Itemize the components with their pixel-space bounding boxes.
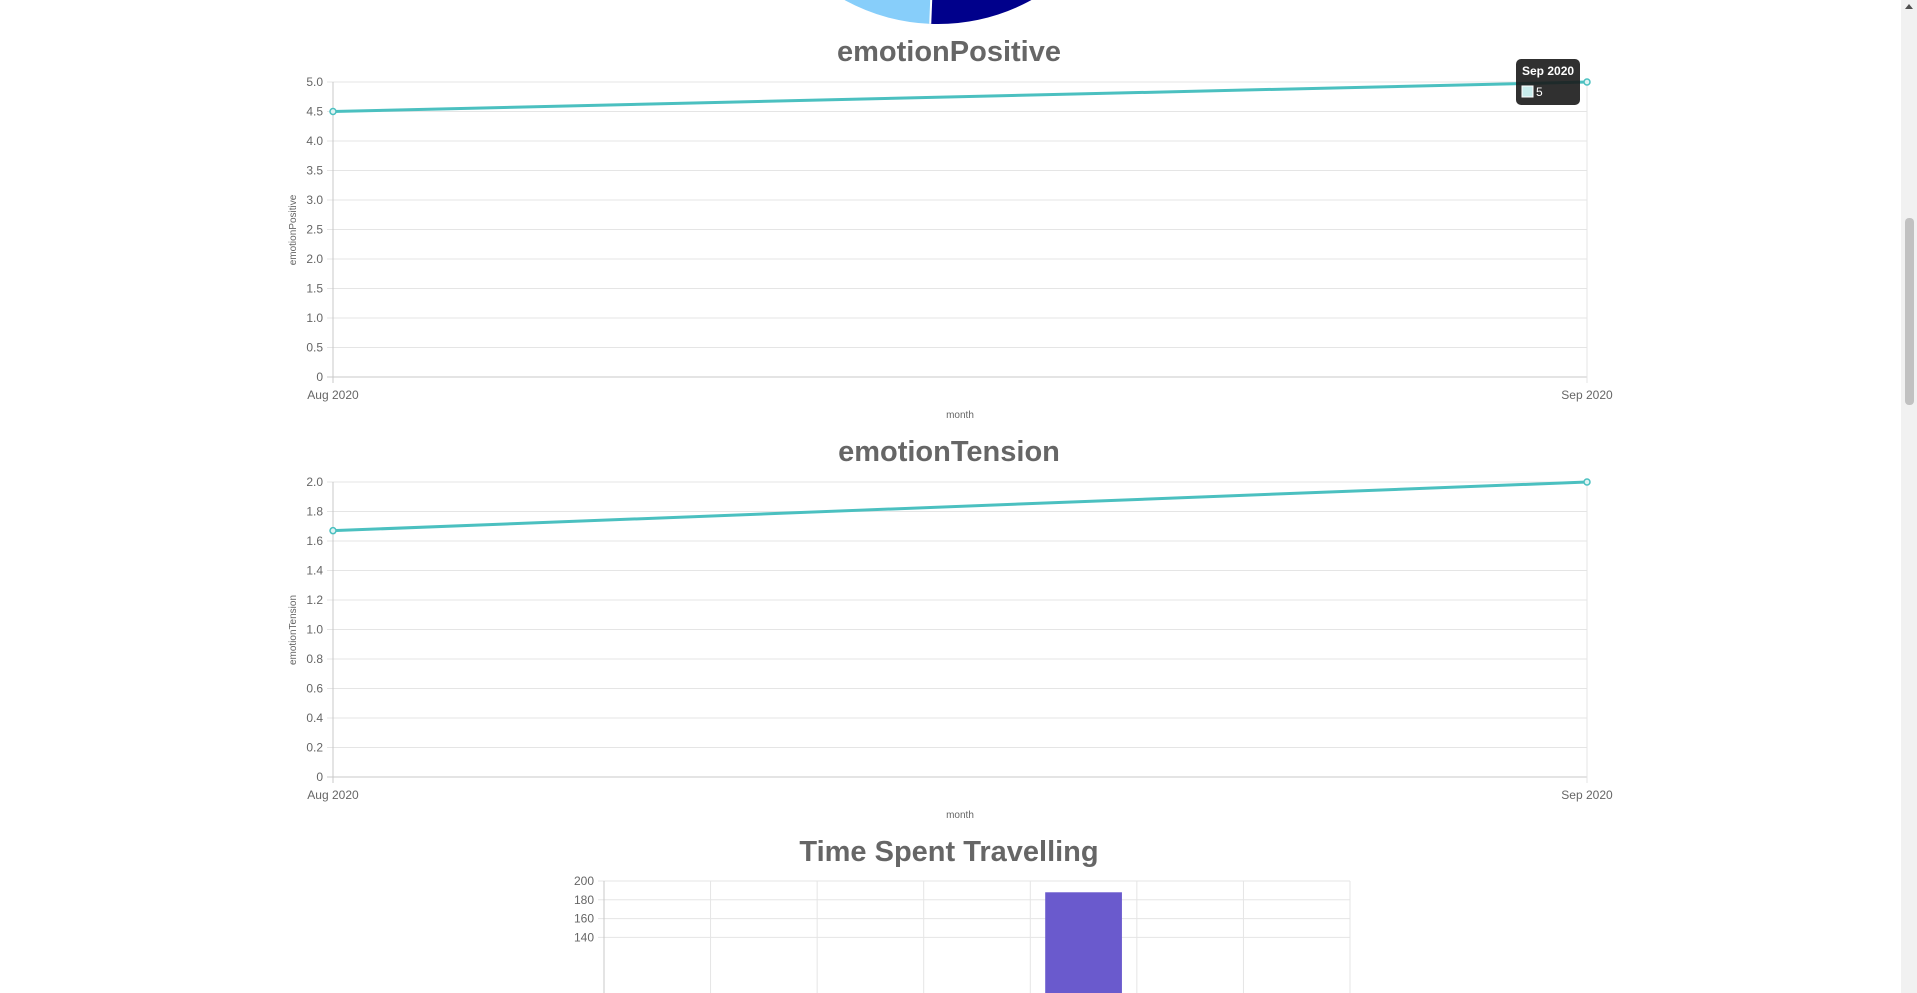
tooltip: Sep 2020 5 xyxy=(1516,59,1580,105)
x-axis-label: month xyxy=(946,810,974,821)
scroll-up-arrow-icon[interactable] xyxy=(1905,4,1913,9)
y-tick-label: 0.6 xyxy=(306,682,323,696)
series-line xyxy=(329,78,1591,116)
bar xyxy=(1045,892,1122,993)
x-tick-label: Sep 2020 xyxy=(1561,788,1613,802)
scroll-thumb[interactable] xyxy=(1905,218,1914,405)
data-point xyxy=(329,107,337,116)
time-spent-travelling-chart: Time Spent Travelling 140 160 180 200 xyxy=(574,836,1351,993)
y-tick-label: 2.5 xyxy=(306,223,323,237)
emotion-tension-chart: emotionTension 0 0.2 0.4 0.6 0.8 1.0 1.2 1.4 1.6… xyxy=(288,436,1613,821)
y-tick-label: 0 xyxy=(316,770,323,784)
y-tick-label: 1.5 xyxy=(306,282,323,296)
y-tick-label: 1.4 xyxy=(306,564,323,578)
y-tick-label: 0.8 xyxy=(306,652,323,666)
y-tick-label: 1.8 xyxy=(306,505,323,519)
y-tick-labels: 0 0.2 0.4 0.6 0.8 1.0 1.2 1.4 1.6 1.8 2.0 xyxy=(306,475,323,784)
chart-title: emotionPositive xyxy=(837,36,1061,68)
chart-title: emotionTension xyxy=(838,436,1060,468)
data-point xyxy=(1583,78,1591,86)
y-tick-label: 4.5 xyxy=(306,105,323,119)
y-tick-label: 0 xyxy=(316,370,323,384)
grid-lines xyxy=(327,481,1588,783)
y-tick-label: 0.5 xyxy=(306,341,323,355)
y-tick-labels: 0 0.5 1.0 1.5 2.0 2.5 3.0 3.5 4.0 4.5 5.0 xyxy=(306,75,323,384)
emotion-positive-chart: emotionPositive 0 0.5 1.0 1.5 2.0 2.5 3.0 3.5 4.… xyxy=(288,36,1613,421)
series-line xyxy=(329,478,1591,535)
tooltip-title: Sep 2020 xyxy=(1522,64,1574,78)
y-tick-label: 1.6 xyxy=(306,534,323,548)
pie-slice-light xyxy=(844,0,932,24)
y-tick-label: 180 xyxy=(574,893,594,907)
y-axis-label: emotionTension xyxy=(288,595,299,665)
y-tick-labels: 140 160 180 200 xyxy=(574,874,594,944)
bars xyxy=(1045,892,1122,993)
y-tick-label: 2.0 xyxy=(306,475,323,489)
y-tick-label: 140 xyxy=(574,930,594,944)
grid-lines xyxy=(327,81,1588,383)
series-path xyxy=(332,80,1588,113)
x-tick-label: Aug 2020 xyxy=(307,388,359,402)
x-tick-labels: Aug 2020 Sep 2020 xyxy=(307,788,1613,802)
pie-slice-dark xyxy=(930,0,1032,24)
grid-lines xyxy=(598,880,1351,993)
x-tick-labels: Aug 2020 Sep 2020 xyxy=(307,388,1613,402)
y-tick-label: 3.0 xyxy=(306,193,323,207)
data-point xyxy=(329,526,337,535)
x-tick-label: Sep 2020 xyxy=(1561,388,1613,402)
y-tick-label: 200 xyxy=(574,874,594,888)
y-tick-label: 5.0 xyxy=(306,75,323,89)
tooltip-value: 5 xyxy=(1536,85,1543,99)
tooltip-swatch xyxy=(1521,85,1534,98)
y-tick-label: 0.2 xyxy=(306,741,323,755)
y-tick-label: 0.4 xyxy=(306,711,323,725)
y-tick-label: 4.0 xyxy=(306,134,323,148)
y-tick-label: 2.0 xyxy=(306,252,323,266)
y-tick-label: 160 xyxy=(574,912,594,926)
y-tick-label: 3.5 xyxy=(306,164,323,178)
page-scrollbar[interactable] xyxy=(1901,0,1917,993)
chart-title: Time Spent Travelling xyxy=(799,836,1098,868)
series-path xyxy=(332,480,1588,533)
y-tick-label: 1.0 xyxy=(306,623,323,637)
x-tick-label: Aug 2020 xyxy=(307,788,359,802)
y-tick-label: 1.0 xyxy=(306,311,323,325)
y-axis-label: emotionPositive xyxy=(288,194,299,265)
pie-chart-partial xyxy=(844,0,1032,24)
x-axis-label: month xyxy=(946,410,974,421)
y-tick-label: 1.2 xyxy=(306,593,323,607)
data-point xyxy=(1583,478,1591,486)
